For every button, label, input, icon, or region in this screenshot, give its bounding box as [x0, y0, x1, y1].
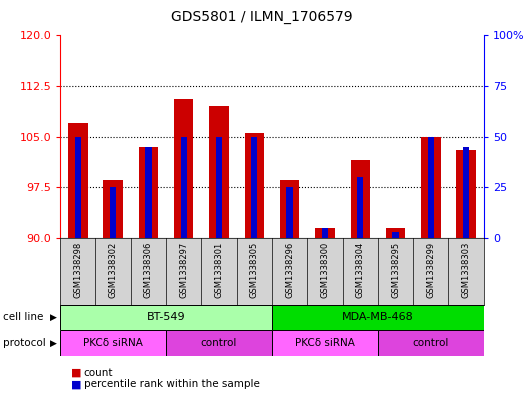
- Bar: [392, 232, 399, 238]
- Bar: [280, 180, 299, 238]
- Text: GSM1338303: GSM1338303: [462, 242, 471, 298]
- Text: cell line: cell line: [3, 312, 43, 322]
- Bar: [174, 99, 194, 238]
- Bar: [272, 305, 484, 330]
- Text: ▶: ▶: [50, 338, 56, 347]
- Bar: [272, 330, 378, 356]
- Text: ■: ■: [71, 367, 81, 378]
- Bar: [209, 106, 229, 238]
- Bar: [386, 228, 405, 238]
- Bar: [421, 136, 440, 238]
- Text: GSM1338304: GSM1338304: [356, 242, 365, 298]
- Bar: [428, 136, 434, 238]
- Bar: [245, 133, 264, 238]
- Text: GSM1338297: GSM1338297: [179, 242, 188, 298]
- Bar: [350, 160, 370, 238]
- Bar: [457, 150, 476, 238]
- Bar: [60, 330, 166, 356]
- Text: PKCδ siRNA: PKCδ siRNA: [83, 338, 143, 348]
- Text: GSM1338298: GSM1338298: [73, 242, 82, 298]
- Text: GSM1338306: GSM1338306: [144, 242, 153, 298]
- Bar: [315, 228, 335, 238]
- Bar: [110, 187, 116, 238]
- Text: GSM1338302: GSM1338302: [109, 242, 118, 298]
- Text: BT-549: BT-549: [147, 312, 185, 322]
- Text: GSM1338295: GSM1338295: [391, 242, 400, 298]
- Text: GSM1338296: GSM1338296: [285, 242, 294, 298]
- Bar: [75, 136, 81, 238]
- Bar: [145, 147, 152, 238]
- Text: ▶: ▶: [50, 313, 56, 322]
- Text: ■: ■: [71, 379, 81, 389]
- Text: control: control: [413, 338, 449, 348]
- Bar: [251, 136, 257, 238]
- Bar: [104, 180, 123, 238]
- Text: PKCδ siRNA: PKCδ siRNA: [295, 338, 355, 348]
- Text: count: count: [84, 367, 113, 378]
- Bar: [378, 330, 484, 356]
- Text: control: control: [201, 338, 237, 348]
- Bar: [322, 228, 328, 238]
- Bar: [166, 330, 272, 356]
- Bar: [60, 305, 272, 330]
- Text: GSM1338305: GSM1338305: [250, 242, 259, 298]
- Bar: [287, 187, 293, 238]
- Bar: [216, 136, 222, 238]
- Text: protocol: protocol: [3, 338, 46, 348]
- Bar: [357, 177, 363, 238]
- Text: percentile rank within the sample: percentile rank within the sample: [84, 379, 259, 389]
- Bar: [68, 123, 87, 238]
- Text: MDA-MB-468: MDA-MB-468: [342, 312, 414, 322]
- Bar: [180, 136, 187, 238]
- Text: GSM1338299: GSM1338299: [426, 242, 435, 298]
- Text: GSM1338300: GSM1338300: [321, 242, 329, 298]
- Bar: [463, 147, 469, 238]
- Text: GSM1338301: GSM1338301: [214, 242, 223, 298]
- Bar: [139, 147, 158, 238]
- Text: GDS5801 / ILMN_1706579: GDS5801 / ILMN_1706579: [170, 10, 353, 24]
